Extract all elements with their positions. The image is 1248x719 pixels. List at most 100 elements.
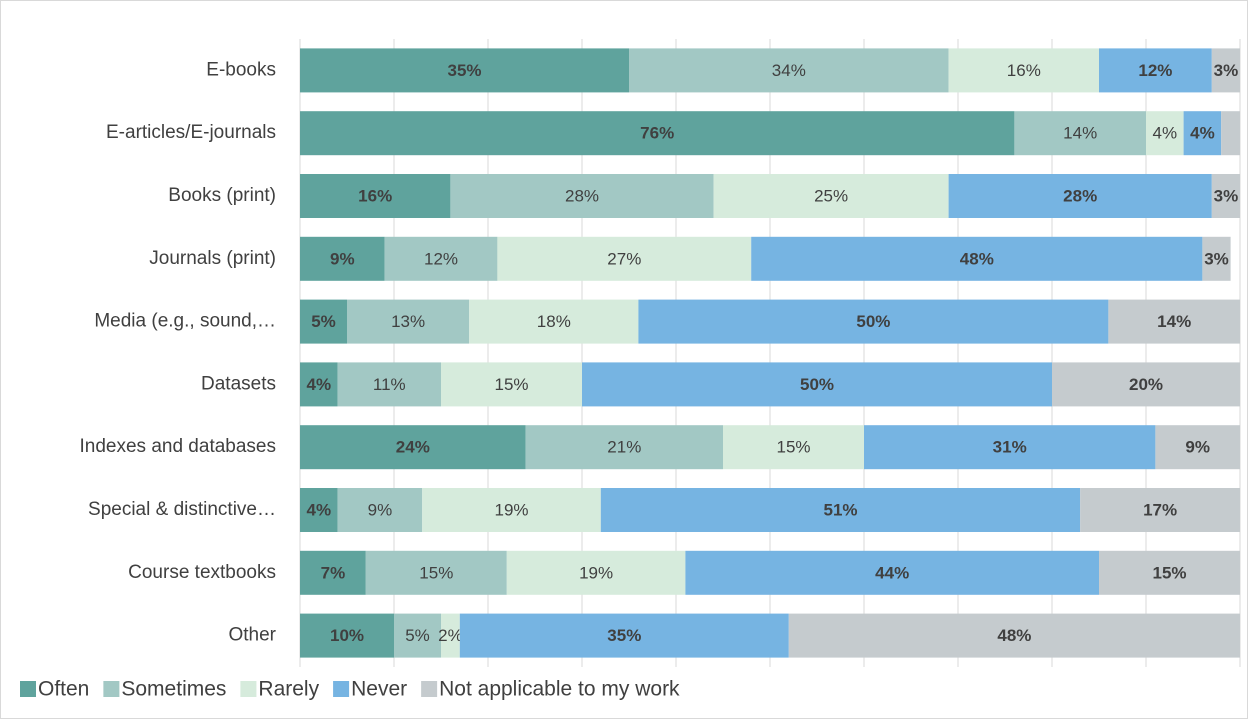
y-tick-label: Datasets bbox=[201, 373, 276, 394]
data-label: 11% bbox=[373, 375, 406, 394]
bar-segment bbox=[1052, 362, 1240, 407]
data-label: 4% bbox=[307, 375, 332, 394]
data-label: 10% bbox=[330, 626, 364, 645]
bar-segment bbox=[525, 425, 723, 470]
bar-segment bbox=[713, 174, 949, 218]
data-label: 9% bbox=[368, 500, 393, 519]
bar-segment bbox=[300, 174, 451, 218]
bar-segment bbox=[864, 425, 1156, 470]
bar-segment bbox=[300, 362, 338, 407]
y-tick-label: Other bbox=[228, 625, 276, 646]
bar-segment bbox=[384, 236, 498, 281]
data-label: 3% bbox=[1204, 249, 1229, 268]
bar-segment bbox=[300, 48, 629, 93]
bar-segment bbox=[788, 613, 1240, 658]
bar-segment bbox=[1108, 299, 1240, 344]
bar-segment bbox=[300, 111, 1015, 156]
data-label: 28% bbox=[565, 186, 599, 205]
bar-segment bbox=[300, 488, 338, 532]
y-tick-label: E-articles/E-journals bbox=[106, 122, 276, 143]
bar-segment bbox=[422, 488, 601, 532]
bar-segment bbox=[1146, 111, 1184, 156]
data-label: 25% bbox=[814, 186, 848, 205]
data-label: 48% bbox=[960, 249, 994, 268]
data-label: 3% bbox=[1214, 186, 1239, 205]
y-tick-label: Books (print) bbox=[168, 185, 276, 206]
data-label: 4% bbox=[307, 500, 332, 519]
data-label: 14% bbox=[1157, 312, 1191, 331]
data-label: 15% bbox=[776, 438, 810, 457]
legend-label: Not applicable to my work bbox=[439, 678, 680, 701]
bar-segment bbox=[723, 425, 864, 470]
bar-segment bbox=[638, 299, 1109, 344]
bar-segment bbox=[394, 613, 441, 658]
bar-segment bbox=[582, 362, 1052, 407]
legend-swatch bbox=[240, 681, 257, 697]
bar-segment bbox=[497, 236, 752, 281]
bar-segment bbox=[1202, 236, 1231, 281]
data-label: 12% bbox=[1138, 61, 1172, 80]
data-label: 35% bbox=[607, 626, 641, 645]
data-label: 4% bbox=[1153, 124, 1178, 143]
legend-swatch bbox=[333, 681, 350, 697]
data-label: 14% bbox=[1063, 124, 1097, 143]
bar-segment bbox=[347, 299, 470, 344]
data-label: 35% bbox=[447, 61, 481, 80]
data-label: 9% bbox=[330, 249, 355, 268]
legend-swatch bbox=[103, 681, 120, 697]
data-label: 15% bbox=[419, 563, 453, 582]
data-label: 3% bbox=[1214, 61, 1239, 80]
bar-segment bbox=[1183, 111, 1222, 156]
bar-segment bbox=[300, 550, 366, 595]
bar-segment bbox=[337, 488, 423, 532]
data-label: 4% bbox=[1190, 124, 1215, 143]
data-label: 13% bbox=[391, 312, 425, 331]
bar-segment bbox=[1155, 425, 1240, 470]
data-label: 18% bbox=[537, 312, 571, 331]
bar-segment bbox=[685, 550, 1099, 595]
y-tick-label: Course textbooks bbox=[128, 562, 276, 583]
bar-segment bbox=[1099, 550, 1240, 595]
data-label: 16% bbox=[358, 186, 392, 205]
data-label: 5% bbox=[311, 312, 336, 331]
data-label: 76% bbox=[640, 124, 674, 143]
data-label: 24% bbox=[396, 438, 430, 457]
data-label: 31% bbox=[993, 438, 1027, 457]
data-label: 34% bbox=[772, 61, 806, 80]
y-tick-label: E-books bbox=[206, 59, 276, 80]
bar-segment bbox=[300, 236, 385, 281]
bar-segment bbox=[506, 550, 686, 595]
data-label: 5% bbox=[405, 626, 430, 645]
data-label: 15% bbox=[1152, 563, 1186, 582]
bar-segment bbox=[1099, 48, 1212, 93]
data-label: 15% bbox=[494, 375, 528, 394]
y-tick-label: Indexes and databases bbox=[80, 436, 277, 457]
bar-segment bbox=[300, 425, 526, 470]
data-label: 21% bbox=[607, 438, 641, 457]
legend-label: Often bbox=[38, 678, 89, 701]
y-tick-label: Journals (print) bbox=[149, 248, 276, 269]
data-label: 50% bbox=[856, 312, 890, 331]
bar-segment bbox=[337, 362, 441, 407]
data-label: 17% bbox=[1143, 500, 1177, 519]
data-label: 44% bbox=[875, 563, 909, 582]
bar-segment bbox=[469, 299, 639, 344]
bar-segment bbox=[1221, 111, 1240, 156]
bar-segment bbox=[459, 613, 789, 658]
data-label: 16% bbox=[1007, 61, 1041, 80]
bar-segment bbox=[1211, 48, 1240, 93]
data-label: 27% bbox=[607, 249, 641, 268]
bar-segment bbox=[365, 550, 507, 595]
bar-segment bbox=[948, 48, 1099, 93]
data-label: 12% bbox=[424, 249, 458, 268]
legend-label: Never bbox=[351, 678, 407, 701]
data-label: 28% bbox=[1063, 186, 1097, 205]
bar-segment bbox=[948, 174, 1212, 218]
bar-segment bbox=[600, 488, 1081, 532]
bar-segment bbox=[1211, 174, 1240, 218]
data-label: 9% bbox=[1185, 438, 1210, 457]
legend-label: Rarely bbox=[258, 678, 319, 701]
data-label: 48% bbox=[997, 626, 1031, 645]
